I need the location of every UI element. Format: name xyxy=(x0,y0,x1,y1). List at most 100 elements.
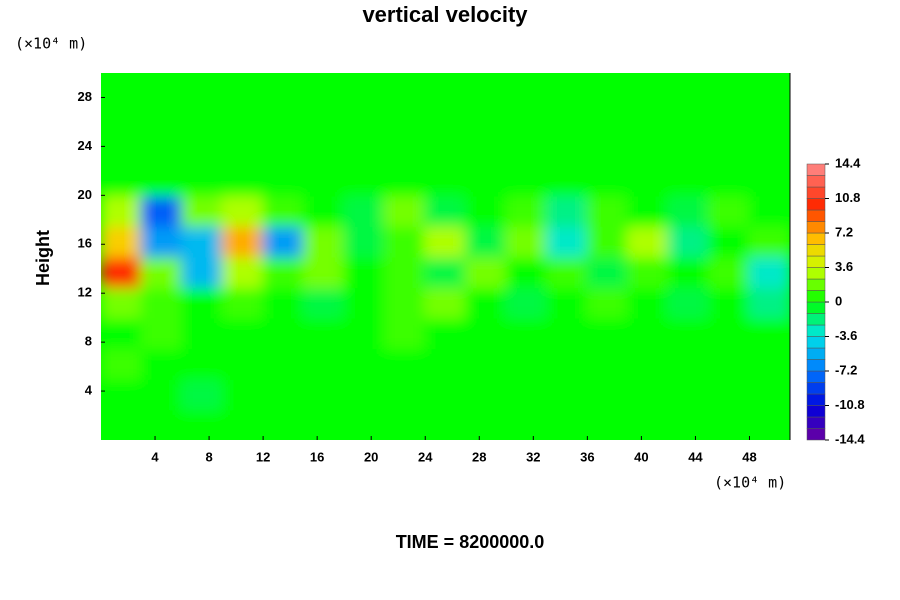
colorbar-band xyxy=(806,209,826,222)
cell xyxy=(545,347,589,380)
cell xyxy=(383,255,427,289)
cell xyxy=(505,163,548,197)
y-tick-label: 4 xyxy=(85,383,93,398)
cell xyxy=(626,73,670,105)
cell xyxy=(707,224,751,258)
cell xyxy=(140,163,184,197)
cell xyxy=(221,286,265,319)
cell xyxy=(302,347,346,380)
cell xyxy=(667,102,710,136)
colorbar-band xyxy=(806,175,826,188)
cell xyxy=(101,194,143,227)
colorbar-band xyxy=(806,313,826,326)
cell xyxy=(667,408,710,440)
cell xyxy=(383,194,427,227)
y-axis-label: Height xyxy=(33,230,53,286)
cell xyxy=(586,224,629,258)
chart-title: vertical velocity xyxy=(362,2,528,27)
cell xyxy=(545,377,589,411)
cell xyxy=(302,73,346,105)
cell xyxy=(140,255,184,289)
cell xyxy=(586,194,629,227)
cell xyxy=(424,163,467,197)
cell xyxy=(383,286,427,319)
cell xyxy=(221,102,265,136)
cell xyxy=(667,255,710,289)
cell xyxy=(221,224,265,258)
cell xyxy=(221,347,265,380)
cell xyxy=(343,194,386,227)
cell xyxy=(748,224,790,258)
cell xyxy=(383,102,427,136)
cell xyxy=(383,377,427,411)
cell xyxy=(343,316,386,350)
cell xyxy=(707,102,751,136)
colorbar-band xyxy=(806,324,826,337)
cell xyxy=(464,133,508,166)
x-tick-label: 12 xyxy=(256,449,270,464)
cell xyxy=(302,163,346,197)
cell xyxy=(626,286,670,319)
cell xyxy=(221,163,265,197)
cell xyxy=(748,133,790,166)
cell xyxy=(586,347,629,380)
cell xyxy=(181,194,224,227)
cell xyxy=(545,194,589,227)
cell xyxy=(101,286,143,319)
cell xyxy=(221,194,265,227)
cell xyxy=(101,163,143,197)
cell xyxy=(262,102,305,136)
cell xyxy=(707,255,751,289)
cell xyxy=(181,377,224,411)
cell xyxy=(464,286,508,319)
cell xyxy=(667,347,710,380)
cell xyxy=(586,133,629,166)
cell xyxy=(383,316,427,350)
cell xyxy=(707,347,751,380)
cell xyxy=(505,255,548,289)
cell xyxy=(101,73,143,105)
cell xyxy=(101,377,143,411)
colorbar-band xyxy=(806,370,826,383)
cell xyxy=(748,377,790,411)
cell xyxy=(707,408,751,440)
cell xyxy=(667,377,710,411)
cell xyxy=(505,133,548,166)
colorbar-tick-label: -10.8 xyxy=(835,397,865,412)
cell xyxy=(586,255,629,289)
cell xyxy=(424,347,467,380)
cell xyxy=(505,73,548,105)
colorbar-band xyxy=(806,186,826,199)
cell xyxy=(424,286,467,319)
cells xyxy=(101,73,790,440)
cell xyxy=(302,408,346,440)
cell xyxy=(424,73,467,105)
cell xyxy=(424,194,467,227)
cell xyxy=(464,255,508,289)
cell xyxy=(464,224,508,258)
cell xyxy=(262,377,305,411)
x-tick-label: 28 xyxy=(472,449,486,464)
cell xyxy=(181,408,224,440)
cell xyxy=(505,347,548,380)
colorbar-band xyxy=(806,336,826,349)
cell xyxy=(748,102,790,136)
cell xyxy=(383,408,427,440)
x-tick-label: 32 xyxy=(526,449,540,464)
x-tick-label: 44 xyxy=(688,449,703,464)
cell xyxy=(748,286,790,319)
colorbar-tick-label: -14.4 xyxy=(835,431,865,446)
y-tick-label: 8 xyxy=(85,334,92,349)
cell xyxy=(626,224,670,258)
cell xyxy=(545,286,589,319)
colorbar-band xyxy=(806,232,826,245)
x-unit: (×10⁴ m) xyxy=(714,474,786,492)
cell xyxy=(667,224,710,258)
cell xyxy=(262,347,305,380)
cell xyxy=(181,133,224,166)
cell xyxy=(424,133,467,166)
cell xyxy=(181,163,224,197)
cell xyxy=(181,286,224,319)
colorbar-tick-label: 3.6 xyxy=(835,259,853,274)
